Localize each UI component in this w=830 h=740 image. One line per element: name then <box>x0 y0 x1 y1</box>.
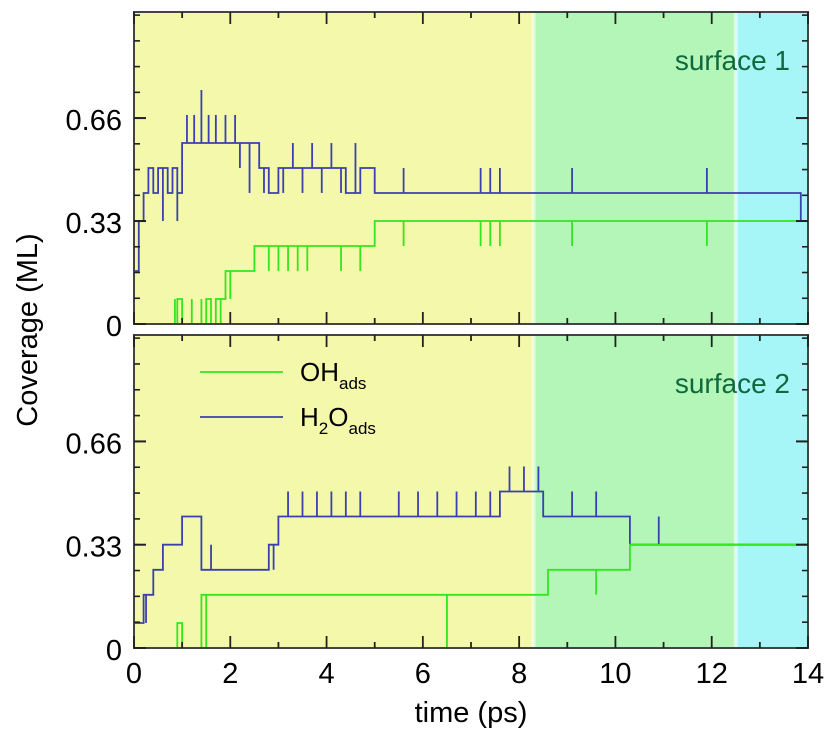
y-tick-label: 0.33 <box>66 208 122 240</box>
x-axis-label: time (ps) <box>415 697 528 729</box>
y-tick-label: 0.66 <box>66 428 122 460</box>
panel-title: surface 1 <box>675 45 790 76</box>
x-tick-label: 2 <box>222 658 238 690</box>
series-line-OHads <box>172 543 808 649</box>
panel-2: 0 0.33 0.66 surface 2 <box>66 334 809 667</box>
y-axis-label: Coverage (ML) <box>12 233 44 426</box>
y-tick-label: 0 <box>106 635 122 667</box>
legend-label: H2Oads <box>300 402 376 438</box>
y-tick-label: 0.33 <box>66 532 122 564</box>
x-tick-label: 4 <box>319 658 335 690</box>
background-region <box>735 12 808 324</box>
legend-label: OHads <box>300 357 366 393</box>
panel-1: 0 0.33 0.66 surface 1 <box>66 11 809 343</box>
background-region <box>533 12 736 324</box>
x-tick-label: 8 <box>511 658 527 690</box>
x-tick-label: 14 <box>792 658 824 690</box>
y-tick-label: 0.66 <box>66 105 122 137</box>
panel-title: surface 2 <box>675 368 790 399</box>
series-line-H2Oads <box>134 490 808 624</box>
y-tick-label: 0 <box>106 311 122 343</box>
background-region <box>735 335 808 648</box>
background-region <box>533 335 736 648</box>
x-tick-label: 12 <box>696 658 728 690</box>
x-tick-label: 0 <box>126 658 142 690</box>
x-tick-label: 6 <box>415 658 431 690</box>
x-tick-label: 10 <box>599 658 631 690</box>
